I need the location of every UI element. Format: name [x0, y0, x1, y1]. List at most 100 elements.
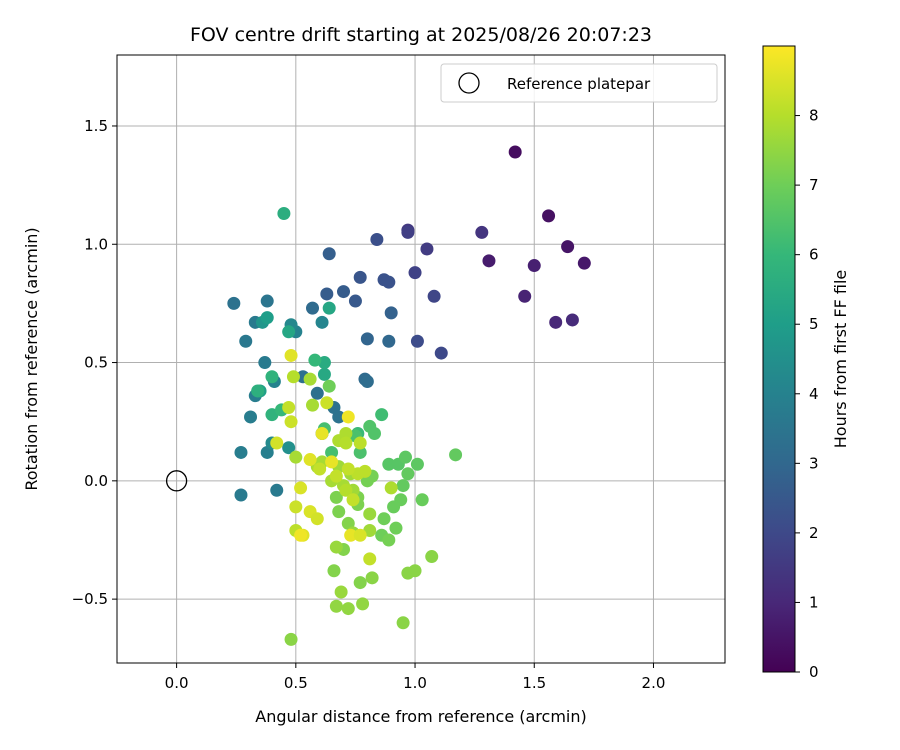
- data-point-104: [329, 599, 343, 613]
- data-point-141: [325, 455, 339, 469]
- data-point-23: [320, 287, 334, 301]
- data-point-4: [482, 254, 496, 268]
- data-point-143: [289, 500, 303, 514]
- data-point-150: [353, 528, 367, 542]
- y-tick-label-2: 0.5: [84, 354, 108, 372]
- data-point-134: [284, 415, 298, 429]
- data-point-8: [565, 313, 579, 327]
- data-point-82: [387, 500, 401, 514]
- data-point-108: [329, 540, 343, 554]
- legend-box: [440, 63, 718, 103]
- data-point-12: [401, 225, 415, 239]
- data-point-111: [363, 507, 377, 521]
- data-point-138: [341, 410, 355, 424]
- data-point-15: [434, 346, 448, 360]
- data-point-3: [577, 256, 591, 270]
- data-point-92: [329, 490, 343, 504]
- data-point-97: [353, 576, 367, 590]
- data-point-85: [389, 521, 403, 535]
- data-point-42: [244, 410, 258, 424]
- data-point-152: [339, 483, 353, 497]
- data-point-125: [339, 436, 353, 450]
- data-point-105: [341, 602, 355, 616]
- data-point-58: [317, 367, 331, 381]
- data-point-148: [294, 528, 308, 542]
- x-tick-label-4: 2.0: [642, 674, 666, 692]
- data-point-102: [396, 616, 410, 630]
- colorbar-tick-label-3: 3: [809, 454, 819, 472]
- x-tick-label-2: 1.0: [403, 674, 427, 692]
- data-point-14: [427, 289, 441, 303]
- data-point-140: [303, 453, 317, 467]
- y-tick-label-0: −0.5: [72, 590, 108, 608]
- data-point-96: [327, 564, 341, 578]
- data-point-49: [315, 315, 329, 329]
- data-point-38: [239, 334, 253, 348]
- data-point-31: [310, 386, 324, 400]
- colorbar-label: Hours from first FF file: [831, 270, 850, 449]
- data-point-135: [320, 396, 334, 410]
- data-point-40: [258, 356, 272, 370]
- data-point-76: [399, 450, 413, 464]
- data-point-79: [401, 467, 415, 481]
- chart-title: FOV centre drift starting at 2025/08/26 …: [190, 24, 652, 46]
- x-tick-label-1: 0.5: [284, 674, 308, 692]
- data-point-153: [384, 481, 398, 495]
- colorbar-tick-label-2: 2: [809, 524, 819, 542]
- colorbar-tick-label-8: 8: [809, 107, 819, 125]
- data-point-137: [284, 348, 298, 362]
- data-point-19: [382, 275, 396, 289]
- data-point-120: [303, 372, 317, 386]
- data-point-9: [475, 225, 489, 239]
- data-point-121: [286, 370, 300, 384]
- data-point-54: [260, 311, 274, 325]
- x-tick-label-0: 0.0: [165, 674, 189, 692]
- data-point-129: [329, 469, 343, 483]
- data-point-17: [370, 233, 384, 247]
- data-point-2: [561, 240, 575, 254]
- reference-point-marker: [165, 470, 188, 492]
- data-point-43: [234, 445, 248, 459]
- data-point-16: [410, 334, 424, 348]
- data-point-26: [360, 332, 374, 346]
- data-point-133: [282, 400, 296, 414]
- data-point-80: [396, 479, 410, 493]
- colorbar: 0 1 2 3 4 5 6 7 8 Hours from first FF file: [762, 45, 850, 681]
- data-point-71: [353, 445, 367, 459]
- data-point-139: [315, 427, 329, 441]
- data-point-36: [227, 296, 241, 310]
- data-point-28: [306, 301, 320, 315]
- data-point-60: [277, 207, 291, 221]
- data-point-131: [313, 462, 327, 476]
- data-point-128: [358, 464, 372, 478]
- colorbar-tick-label-4: 4: [809, 385, 819, 403]
- data-point-77: [410, 457, 424, 471]
- data-point-73: [368, 427, 382, 441]
- colorbar-bar: [762, 45, 796, 673]
- data-point-151: [363, 552, 377, 566]
- data-point-87: [382, 533, 396, 547]
- data-point-106: [356, 597, 370, 611]
- data-point-11: [420, 242, 434, 256]
- data-point-119: [322, 379, 336, 393]
- data-point-69: [325, 445, 339, 459]
- data-point-84: [377, 512, 391, 526]
- data-point-67: [375, 408, 389, 422]
- x-tick-label-3: 1.5: [522, 674, 546, 692]
- data-point-124: [339, 427, 353, 441]
- data-point-45: [270, 483, 284, 497]
- data-points: [227, 145, 591, 646]
- data-point-98: [365, 571, 379, 585]
- data-point-27: [382, 334, 396, 348]
- data-point-100: [408, 564, 422, 578]
- x-axis-ticks: 0.0 0.5 1.0 1.5 2.0: [165, 663, 666, 692]
- legend-marker-reference: [458, 72, 480, 94]
- plot-area: [117, 55, 725, 663]
- data-point-149: [344, 528, 358, 542]
- data-point-13: [408, 266, 422, 280]
- data-point-130: [341, 462, 355, 476]
- data-point-154: [346, 493, 360, 507]
- data-point-62: [265, 370, 279, 384]
- data-point-132: [289, 450, 303, 464]
- y-axis-ticks: −0.5 0.0 0.5 1.0 1.5: [72, 117, 117, 608]
